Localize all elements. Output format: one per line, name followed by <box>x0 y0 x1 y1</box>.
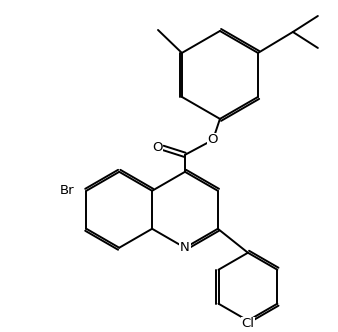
Text: Cl: Cl <box>241 317 255 330</box>
Text: Br: Br <box>60 184 74 197</box>
Text: N: N <box>180 241 190 254</box>
Text: O: O <box>152 141 162 154</box>
Text: O: O <box>208 133 218 146</box>
